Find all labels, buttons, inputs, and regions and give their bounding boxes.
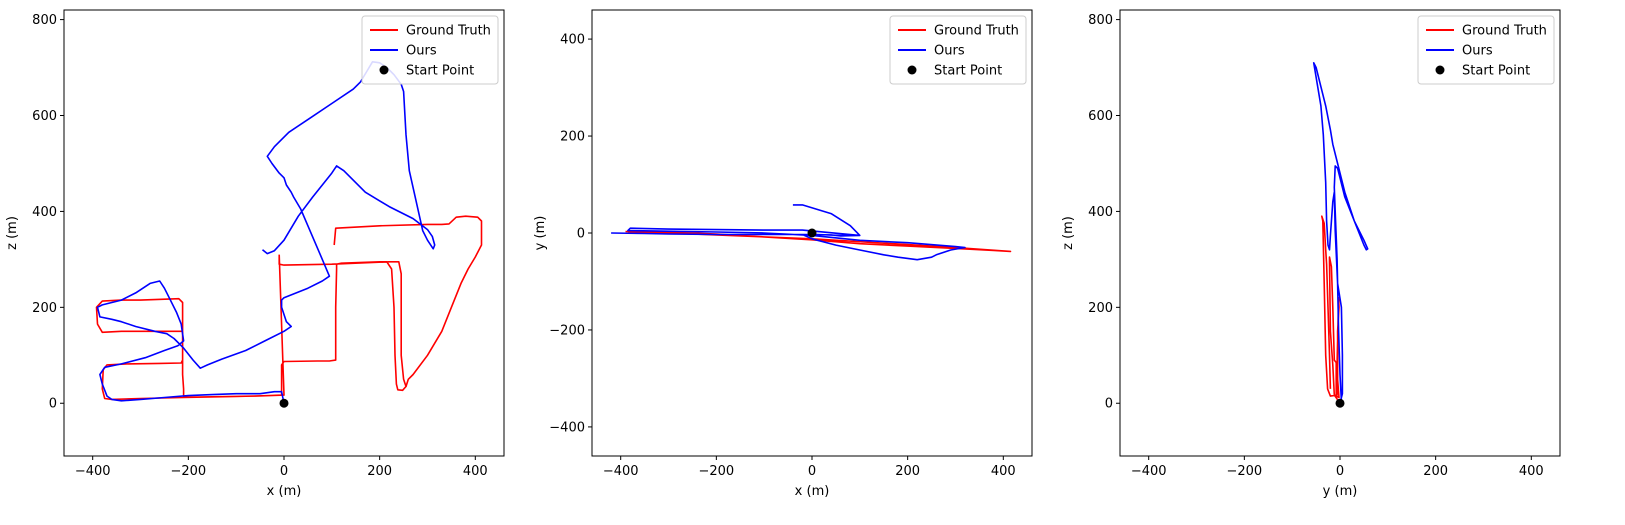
y-tick-label: 400 bbox=[560, 33, 585, 48]
legend: Ground Truth Ours Start Point bbox=[361, 15, 499, 85]
x-axis-label: x (m) bbox=[795, 484, 830, 499]
legend-entry-label: Ground Truth bbox=[406, 24, 491, 39]
x-tick-label: 200 bbox=[895, 464, 920, 479]
y-tick-label: 200 bbox=[32, 301, 57, 316]
legend-entry-label: Start Point bbox=[406, 64, 474, 79]
start-point-marker bbox=[279, 398, 289, 408]
start-point-marker bbox=[807, 228, 817, 238]
y-tick-label: −200 bbox=[549, 323, 585, 338]
legend: Ground Truth Ours Start Point bbox=[1417, 15, 1555, 85]
series-ours-line bbox=[1312, 62, 1369, 404]
y-axis-label: z (m) bbox=[1061, 216, 1076, 250]
y-tick-label: 0 bbox=[577, 227, 585, 242]
series-ground-truth-line bbox=[95, 254, 407, 401]
y-tick-label: 200 bbox=[1088, 301, 1113, 316]
y-tick-label: 800 bbox=[1088, 13, 1113, 28]
y-tick-label: 600 bbox=[32, 109, 57, 124]
x-axis-label: y (m) bbox=[1323, 484, 1358, 499]
x-tick-label: 0 bbox=[1336, 464, 1344, 479]
legend-entry-label: Ours bbox=[406, 44, 437, 59]
legend-entry-label: Ground Truth bbox=[934, 24, 1019, 39]
legend-box bbox=[361, 15, 499, 85]
x-tick-label: −400 bbox=[75, 464, 111, 479]
x-tick-label: 200 bbox=[367, 464, 392, 479]
plot-frame bbox=[1119, 9, 1561, 457]
legend-entry-label: Start Point bbox=[934, 64, 1002, 79]
x-tick-label: 400 bbox=[463, 464, 488, 479]
x-axis-label: x (m) bbox=[267, 484, 302, 499]
y-tick-label: 600 bbox=[1088, 109, 1113, 124]
y-tick-label: 800 bbox=[32, 13, 57, 28]
chart-panel-2: −400 −200 0 200 400 −400 −200 0 200 400 x (m) y (m)… bbox=[533, 9, 1033, 499]
x-tick-label: 200 bbox=[1423, 464, 1448, 479]
legend-box bbox=[1417, 15, 1555, 85]
y-tick-label: 400 bbox=[1088, 205, 1113, 220]
series-ground-truth-line bbox=[333, 215, 483, 387]
plot-area bbox=[95, 61, 483, 408]
plot-area bbox=[1312, 62, 1369, 408]
y-tick-label: 400 bbox=[32, 205, 57, 220]
series-ground-truth-line bbox=[1321, 215, 1341, 404]
plot-area bbox=[611, 204, 1012, 261]
x-tick-label: 400 bbox=[991, 464, 1016, 479]
x-tick-label: 0 bbox=[280, 464, 288, 479]
x-tick-label: −200 bbox=[698, 464, 734, 479]
chart-panel-1: −400 −200 0 200 400 0 200 400 600 800 x (m) z (m) Gr… bbox=[5, 9, 505, 499]
legend-entry-label: Ours bbox=[934, 44, 965, 59]
legend-entry-label: Start Point bbox=[1462, 64, 1530, 79]
legend-marker-start-point bbox=[907, 65, 917, 75]
y-tick-label: 0 bbox=[49, 397, 57, 412]
legend-marker-start-point bbox=[1435, 65, 1445, 75]
x-tick-label: −200 bbox=[170, 464, 206, 479]
y-tick-label: 0 bbox=[1105, 397, 1113, 412]
x-tick-label: −400 bbox=[1131, 464, 1167, 479]
plot-frame bbox=[63, 9, 505, 457]
x-tick-label: 400 bbox=[1519, 464, 1544, 479]
legend-entry-label: Ours bbox=[1462, 44, 1493, 59]
start-point-marker bbox=[1335, 398, 1345, 408]
y-tick-label: 200 bbox=[560, 130, 585, 145]
legend-box bbox=[889, 15, 1027, 85]
x-tick-label: −400 bbox=[603, 464, 639, 479]
legend-marker-start-point bbox=[379, 65, 389, 75]
y-axis-label: y (m) bbox=[533, 216, 548, 251]
chart-panel-3: −400 −200 0 200 400 0 200 400 600 800 y (m) z (m) Gr… bbox=[1061, 9, 1561, 499]
y-tick-label: −400 bbox=[549, 420, 585, 435]
y-axis-label: z (m) bbox=[5, 216, 20, 250]
x-tick-label: −200 bbox=[1226, 464, 1262, 479]
series-ours-line bbox=[96, 61, 436, 404]
legend: Ground Truth Ours Start Point bbox=[889, 15, 1027, 85]
x-tick-label: 0 bbox=[808, 464, 816, 479]
plot-frame bbox=[591, 9, 1033, 457]
legend-entry-label: Ground Truth bbox=[1462, 24, 1547, 39]
